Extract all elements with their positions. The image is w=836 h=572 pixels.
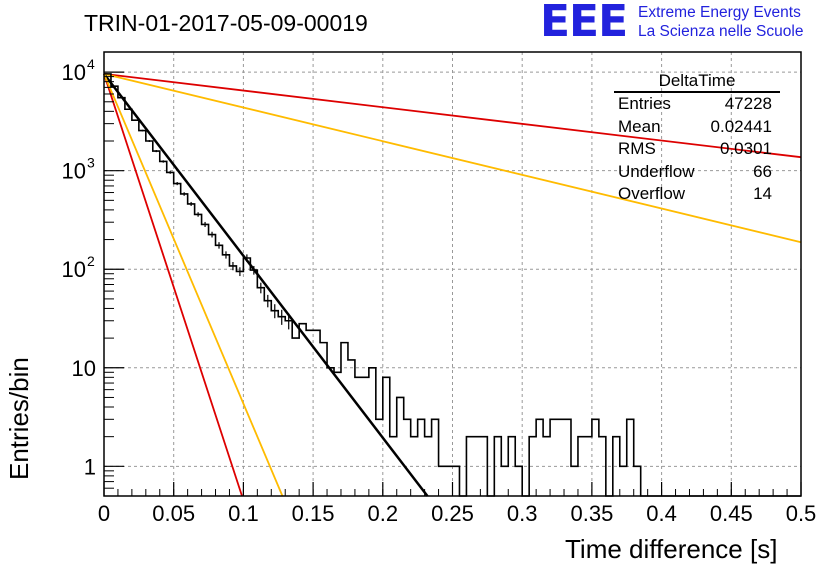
x-tick-label: 0.4	[646, 501, 677, 526]
stats-label: Mean	[618, 116, 661, 136]
x-tick-label: 0.1	[228, 501, 259, 526]
stats-value: 14	[753, 184, 772, 203]
stats-value: 0.0301	[720, 139, 772, 158]
stats-value: 0.02441	[710, 116, 772, 136]
x-tick-label: 0	[98, 501, 110, 526]
stats-label: Underflow	[618, 161, 695, 181]
x-tick-label: 0.35	[570, 501, 613, 526]
run-title: TRIN-01-2017-05-09-00019	[84, 10, 368, 36]
stats-row-rms: RMS 0.0301	[610, 138, 780, 161]
y-tick-exponent: 3	[87, 155, 95, 171]
stats-label: Overflow	[618, 184, 686, 203]
fit-line	[103, 73, 243, 497]
fit-line	[103, 73, 429, 497]
x-tick-label: 0.05	[152, 501, 195, 526]
stats-row-overflow: Overflow 14	[610, 183, 780, 206]
stats-box: DeltaTime Entries 47228 Mean 0.02441 RMS…	[610, 70, 780, 206]
logo-line-1: Extreme Energy Events	[638, 4, 801, 21]
stats-title: DeltaTime	[614, 70, 780, 93]
fit-curves	[103, 72, 802, 497]
y-tick-exponent: 4	[87, 56, 95, 72]
y-tick-label: 10	[62, 159, 86, 184]
y-tick-label: 10	[62, 257, 86, 282]
stats-row-mean: Mean 0.02441	[610, 116, 780, 139]
stats-row-underflow: Underflow 66	[610, 161, 780, 184]
fit-line	[103, 72, 802, 244]
stats-value: 66	[753, 161, 772, 181]
x-axis-ticks: 0 0.05 0.1 0.15 0.2 0.25 0.3 0.35 0.4 0.45 0.5	[98, 482, 816, 526]
y-tick-label: 10	[72, 356, 96, 381]
x-tick-label: 0.25	[431, 501, 474, 526]
x-axis-label: Time difference [s]	[565, 534, 778, 564]
y-tick-exponent: 2	[87, 253, 95, 269]
y-axis-label: Entries/bin	[4, 357, 34, 480]
x-tick-label: 0.15	[292, 501, 335, 526]
histogram	[104, 73, 801, 497]
logo-line-2: La Scienza nelle Scuole	[638, 23, 804, 40]
x-tick-label: 0.2	[368, 501, 399, 526]
fit-line	[103, 73, 284, 497]
stats-value: 47228	[724, 94, 772, 113]
stats-label: Entries	[618, 94, 671, 113]
y-tick-label: 10	[62, 60, 86, 85]
histogram-outline	[104, 73, 801, 497]
x-tick-label: 0.5	[786, 501, 817, 526]
fit-line	[103, 72, 802, 159]
stats-row-entries: Entries 47228	[610, 93, 780, 116]
x-tick-label: 0.45	[710, 501, 753, 526]
x-tick-label: 0.3	[507, 501, 538, 526]
y-tick-label: 1	[84, 454, 96, 479]
logo-mark: EEE	[540, 0, 628, 47]
stats-label: RMS	[618, 139, 656, 158]
